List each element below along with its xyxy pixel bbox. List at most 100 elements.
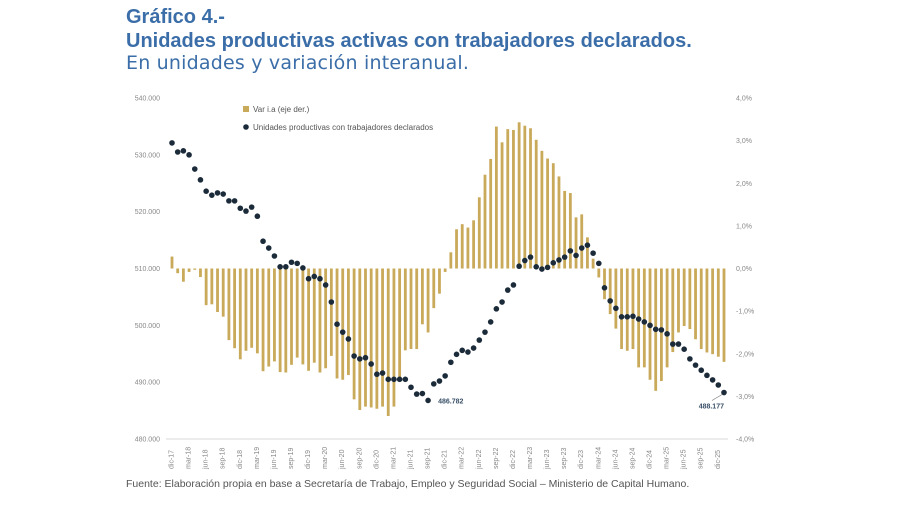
bar	[529, 128, 532, 269]
data-point	[573, 252, 579, 259]
right-axis-tick-label: -4,0%	[736, 437, 754, 444]
right-axis-tick-label: -2,0%	[736, 351, 754, 358]
bar	[472, 220, 476, 269]
bar	[392, 268, 396, 407]
x-tick-label: mar-18	[186, 447, 193, 469]
bar	[386, 268, 390, 416]
bar	[364, 268, 367, 407]
x-tick-label: sep-18	[220, 447, 227, 469]
x-tick-label: mar-19	[254, 447, 261, 469]
right-axis: -4,0% -3,0% -2,0% -1,0% 0,0% 1,0% 2,0% 3,0% 4,0%	[736, 96, 754, 444]
data-point	[504, 287, 511, 293]
bar	[216, 268, 219, 312]
data-point	[408, 384, 414, 391]
data-point	[459, 347, 466, 354]
bar	[603, 268, 606, 300]
data-point	[237, 205, 244, 212]
data-point	[510, 282, 517, 288]
bar	[181, 268, 185, 282]
bar	[494, 126, 498, 269]
x-tick-label: jun-22	[476, 449, 483, 470]
x-tick-label: jun-20	[339, 449, 346, 470]
data-point	[613, 305, 619, 312]
bar	[375, 268, 379, 409]
data-point	[453, 351, 460, 358]
bar	[358, 268, 362, 411]
x-tick-label: jun-18	[203, 449, 210, 470]
bar	[477, 197, 481, 269]
bar	[642, 268, 646, 368]
bar	[688, 268, 692, 330]
bar	[187, 268, 191, 272]
data-point	[180, 148, 187, 154]
data-point	[283, 263, 289, 270]
data-point	[476, 337, 483, 343]
data-point	[533, 263, 540, 270]
bar	[250, 268, 254, 348]
data-point	[601, 285, 608, 291]
data-point	[704, 372, 710, 379]
right-axis-tick-label: 4,0%	[736, 96, 752, 103]
bar	[711, 268, 715, 355]
x-tick-label: jun-21	[408, 449, 415, 470]
bar	[227, 268, 231, 341]
data-point	[578, 245, 585, 251]
bar	[716, 268, 720, 357]
bar	[426, 268, 430, 333]
data-point	[379, 370, 386, 376]
data-point	[214, 190, 221, 196]
data-point	[391, 376, 397, 383]
right-axis-tick-label: 2,0%	[736, 181, 752, 188]
bar	[210, 268, 214, 305]
x-tick-labels: dic-17 mar-18 jun-18 sep-18 dic-18 mar-19 jun-…	[169, 447, 722, 470]
bar	[568, 193, 572, 269]
bar	[318, 268, 322, 373]
legend-dot-label: Unidades productivas con trabajadores de…	[253, 123, 433, 132]
data-point	[419, 390, 426, 397]
right-axis-tick-label: 0,0%	[736, 266, 752, 273]
bar	[449, 252, 453, 269]
bar	[261, 268, 265, 372]
chart-title-number: Gráfico 4.-	[126, 6, 225, 28]
data-point	[203, 188, 209, 195]
left-axis-tick-label: 520.000	[135, 209, 160, 216]
bar	[403, 268, 407, 351]
data-point	[402, 376, 409, 383]
data-point	[669, 341, 676, 347]
bar	[682, 268, 686, 327]
data-point	[487, 319, 494, 325]
bar	[512, 129, 515, 269]
bar	[671, 268, 675, 353]
chart-subtitle: En unidades y variación interanual.	[126, 52, 470, 74]
bar	[614, 268, 618, 329]
x-tick-label: dic-21	[442, 450, 449, 469]
right-axis-tick-label: 1,0%	[736, 223, 752, 230]
bar	[324, 268, 328, 369]
bar	[460, 224, 464, 269]
data-point	[561, 254, 568, 260]
data-point	[368, 361, 374, 367]
bar	[443, 268, 447, 272]
bar-series	[170, 122, 726, 416]
data-point	[425, 397, 431, 404]
bar	[369, 268, 373, 408]
x-tick-label: sep-22	[493, 447, 500, 469]
bar	[631, 268, 635, 350]
data-point	[436, 378, 443, 384]
bar	[523, 125, 527, 269]
x-tick-label: sep-19	[288, 447, 295, 469]
data-point	[351, 353, 357, 359]
data-point	[265, 245, 272, 251]
bar	[551, 163, 555, 269]
bar	[620, 268, 623, 350]
data-point	[465, 349, 471, 355]
bar	[347, 268, 350, 376]
bar	[244, 268, 248, 351]
data-point	[482, 329, 488, 335]
bar	[307, 268, 310, 371]
data-point	[522, 257, 528, 264]
bar	[221, 268, 225, 317]
x-tick-label: dic-18	[237, 450, 244, 469]
data-point	[197, 177, 204, 183]
x-tick-label: sep-23	[561, 447, 568, 469]
